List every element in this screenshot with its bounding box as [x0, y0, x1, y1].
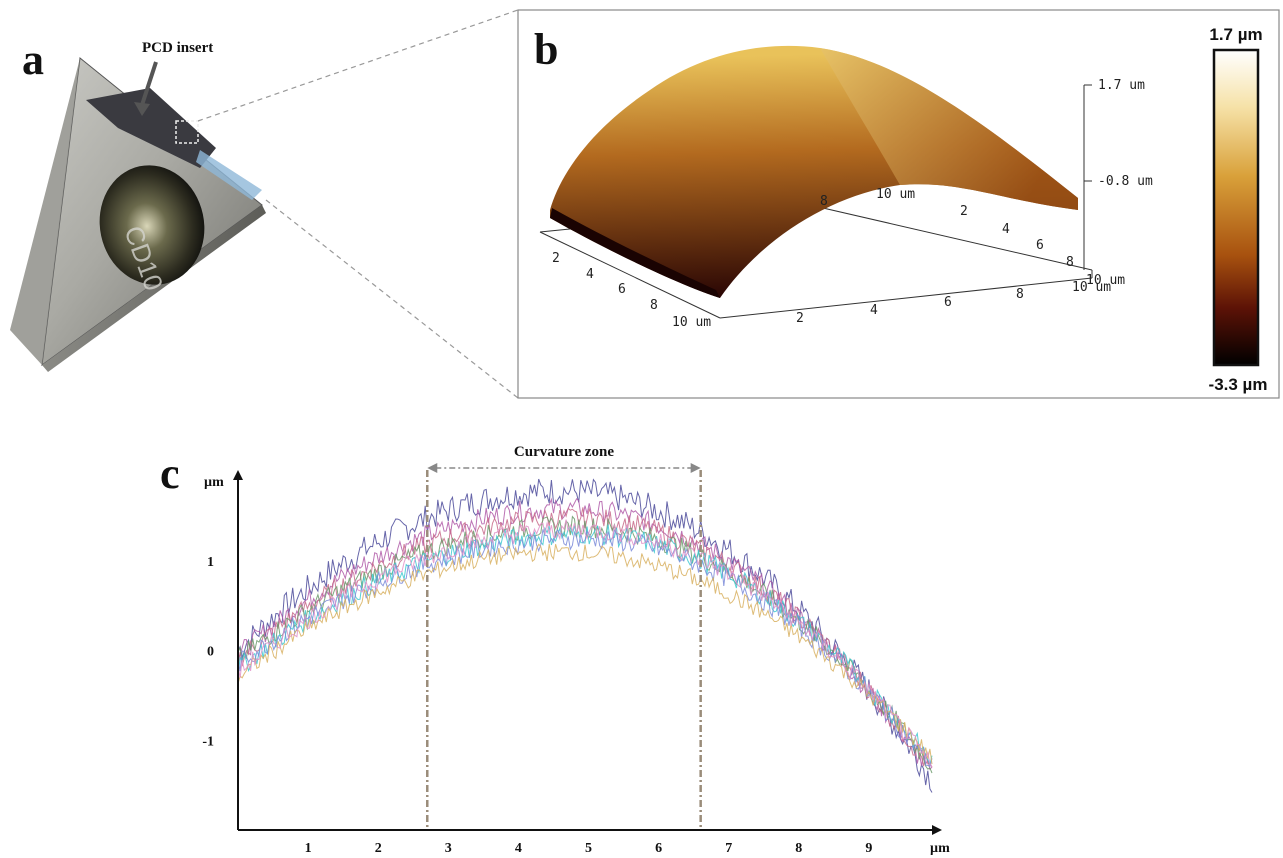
zone-arrowhead-right — [690, 463, 701, 473]
zone-arrowhead-left — [427, 463, 438, 473]
x-tick-8: 8 — [1016, 287, 1024, 302]
y-tick-4: 4 — [586, 267, 594, 282]
z-tick-mid: -0.8 um — [1098, 174, 1153, 189]
y-axis-unit: µm — [204, 475, 224, 490]
zoom-box — [175, 120, 199, 144]
x-axis-arrow — [932, 825, 942, 835]
x-tick-label-2: 2 — [375, 841, 382, 856]
profile-line-1 — [237, 478, 933, 793]
x-tick-label-4: 4 — [515, 841, 522, 856]
x-tick-label-5: 5 — [585, 841, 592, 856]
back-tick-10: 10 um — [1086, 273, 1125, 288]
panel-b-frame — [517, 9, 1280, 399]
y-tick-6: 6 — [618, 282, 626, 297]
y-tick-labels: 1 0 -1 — [202, 555, 214, 749]
y-tick-8: 8 — [650, 298, 658, 313]
x-tick-label-9: 9 — [865, 841, 872, 856]
panel-b-letter: b — [534, 25, 559, 74]
x-tick-2: 2 — [796, 311, 804, 326]
profile-series-group — [237, 478, 933, 793]
profile-line-6 — [237, 528, 933, 768]
backleft-tick-10: 10 um — [876, 187, 915, 202]
x-tick-label-3: 3 — [445, 841, 452, 856]
insert-side — [42, 205, 266, 372]
colorbar — [1212, 48, 1260, 367]
x-tick-label-6: 6 — [655, 841, 662, 856]
back-tick-2: 2 — [960, 204, 968, 219]
profile-line-4 — [237, 515, 933, 774]
zoom-line-top — [197, 9, 519, 122]
profile-line-8 — [237, 519, 933, 768]
y-tick-label-1: 1 — [207, 555, 214, 570]
z-tick-top: 1.7 um — [1098, 78, 1145, 93]
profile-line-5 — [237, 524, 933, 767]
y-axis-arrow — [233, 470, 243, 480]
callout-arrow — [140, 61, 158, 106]
backleft-tick-8: 8 — [820, 194, 828, 209]
curvature-zone-label: Curvature zone — [514, 444, 614, 460]
afm-surface-right — [820, 48, 1078, 210]
profile-line-7 — [237, 543, 933, 765]
back-tick-4: 4 — [1002, 222, 1010, 237]
x-tick-label-8: 8 — [795, 841, 802, 856]
y-tick-label-0: 0 — [207, 645, 214, 660]
callout-arrowhead — [134, 102, 150, 116]
x-axis-unit: µm — [930, 841, 950, 856]
x-tick-6: 6 — [944, 295, 952, 310]
y-tick-10: 10 um — [672, 315, 711, 330]
pcd-edge — [196, 150, 262, 200]
panel-c-letter: c — [160, 449, 180, 498]
panel-a-letter: a — [22, 35, 44, 84]
x-tick-10: 10 um — [1072, 280, 1111, 295]
pcd-tip — [86, 88, 216, 168]
back-tick-8: 8 — [1066, 255, 1074, 270]
insert-hole — [99, 165, 205, 285]
colorbar-min-label: -3.3 µm — [1209, 375, 1268, 394]
back-tick-6: 6 — [1036, 238, 1044, 253]
afm-surface-edge — [550, 208, 720, 298]
x-tick-label-1: 1 — [305, 841, 312, 856]
y-tick-label--1: -1 — [202, 734, 214, 749]
y-tick-2: 2 — [552, 251, 560, 266]
x-tick-labels: 1 2 3 4 5 6 7 8 9 — [305, 841, 873, 856]
x-tick-4: 4 — [870, 303, 878, 318]
x-tick-label-7: 7 — [725, 841, 732, 856]
pcd-insert-callout: PCD insert — [142, 40, 214, 56]
insert-left-face — [10, 58, 80, 365]
colorbar-max-label: 1.7 µm — [1209, 25, 1262, 44]
